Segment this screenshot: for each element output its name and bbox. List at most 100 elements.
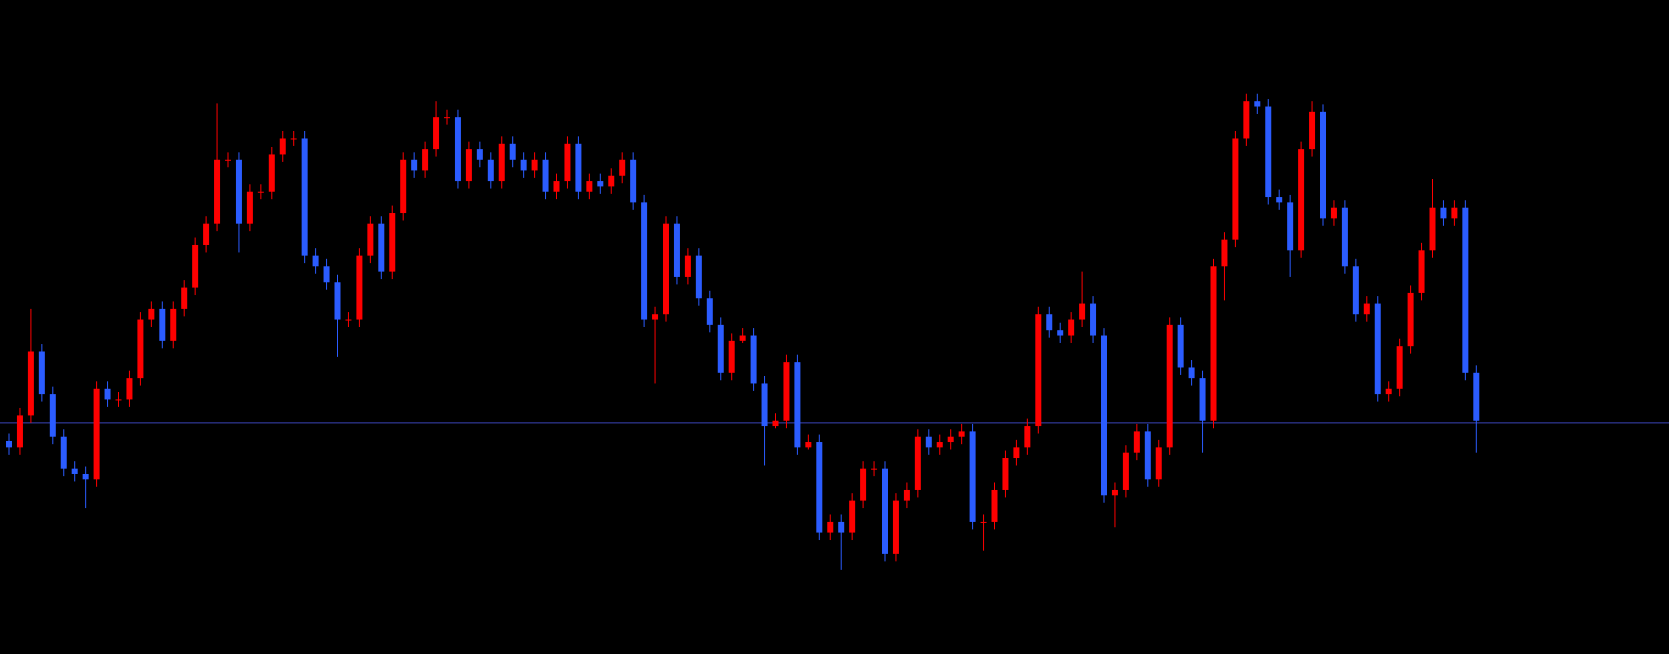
candle-body [1155,447,1162,480]
candle-body [1101,335,1107,496]
candle-body [1418,250,1425,293]
candle-body [882,468,888,554]
candle-body [673,223,680,277]
candle-body [389,213,396,272]
candle-body [575,143,582,192]
candle-body [947,436,954,443]
candle-body [586,181,593,192]
candle-body [761,383,768,427]
candle-body [816,442,823,533]
candle-body [1363,303,1370,315]
candle-body [849,500,856,533]
candle-body [1330,207,1337,219]
candle-body [728,340,735,373]
candle-body [925,436,932,448]
candle-body [82,473,89,480]
candle-body [1188,367,1195,379]
candle-body [1462,207,1469,373]
candle-body [454,117,461,182]
candle-body [641,202,648,320]
candle-body [1265,106,1272,198]
candle-body [60,436,67,469]
candle-body [16,415,23,448]
candle-body [476,149,483,160]
candle-body [860,468,867,501]
candle-body [334,282,341,320]
candle-body [137,319,144,379]
candle-body [1144,431,1151,480]
candle-body [148,308,155,320]
candle-body [1287,202,1294,251]
candle-body [1079,303,1086,320]
candle-body [1221,239,1228,267]
candle-body [1352,266,1359,315]
candle-body [663,223,669,315]
candle-body [531,159,538,171]
candle-body [312,255,319,267]
candle-body [827,521,834,533]
candle-body [980,521,987,523]
candle-body [235,159,242,224]
candle-body [1298,149,1305,251]
candle-body [1407,292,1414,347]
candle-body [772,420,779,427]
candle-body [1320,111,1326,219]
candle-body [958,431,965,437]
candle-body [279,138,286,155]
candle-body [1166,324,1173,448]
candle-body [1035,314,1042,427]
candle-body [323,266,330,283]
candle-body [903,489,910,501]
candle-body [49,394,56,437]
candle-body [783,362,790,421]
candle-body [630,159,637,203]
candle-body [706,298,713,325]
candle-body [181,287,188,309]
candle-body [6,440,12,448]
candle-body [1473,372,1480,421]
candle-body [1057,330,1064,336]
candle-body [345,319,352,321]
candle-body [1002,458,1009,490]
candle-body [301,138,308,256]
candle-body [717,324,724,373]
candle-body [246,191,253,224]
candle-body [225,159,231,161]
candle-body [487,159,494,182]
candle-body [1068,319,1075,336]
candle-body [1254,101,1261,107]
candle-body [969,431,976,522]
candle-body [608,175,615,187]
candle-body [1276,197,1283,203]
candle-body [203,223,210,245]
candle-body [1210,266,1217,421]
candle-body [38,351,45,395]
candle-body [1451,207,1458,219]
candle-body [1429,207,1436,251]
candle-body [991,489,998,522]
candle-body [115,399,122,401]
candle-body [750,335,757,384]
candle-body [695,255,702,299]
candle-body [1177,324,1184,368]
candle-body [93,388,100,480]
candle-body [684,255,691,277]
candle-body [914,436,921,490]
candle-body [433,117,440,150]
candle-body [268,154,275,192]
candle-body [214,159,221,224]
candle-body [1374,303,1381,395]
candle-body [739,335,746,341]
candle-body [159,308,166,341]
candle-body [367,223,374,256]
candle-body [126,378,133,400]
candle-body [465,149,472,182]
candle-body [1133,431,1140,453]
candle-body [1440,207,1447,219]
candle-body [192,244,199,288]
candle-body [838,521,845,533]
candle-body [564,143,571,182]
